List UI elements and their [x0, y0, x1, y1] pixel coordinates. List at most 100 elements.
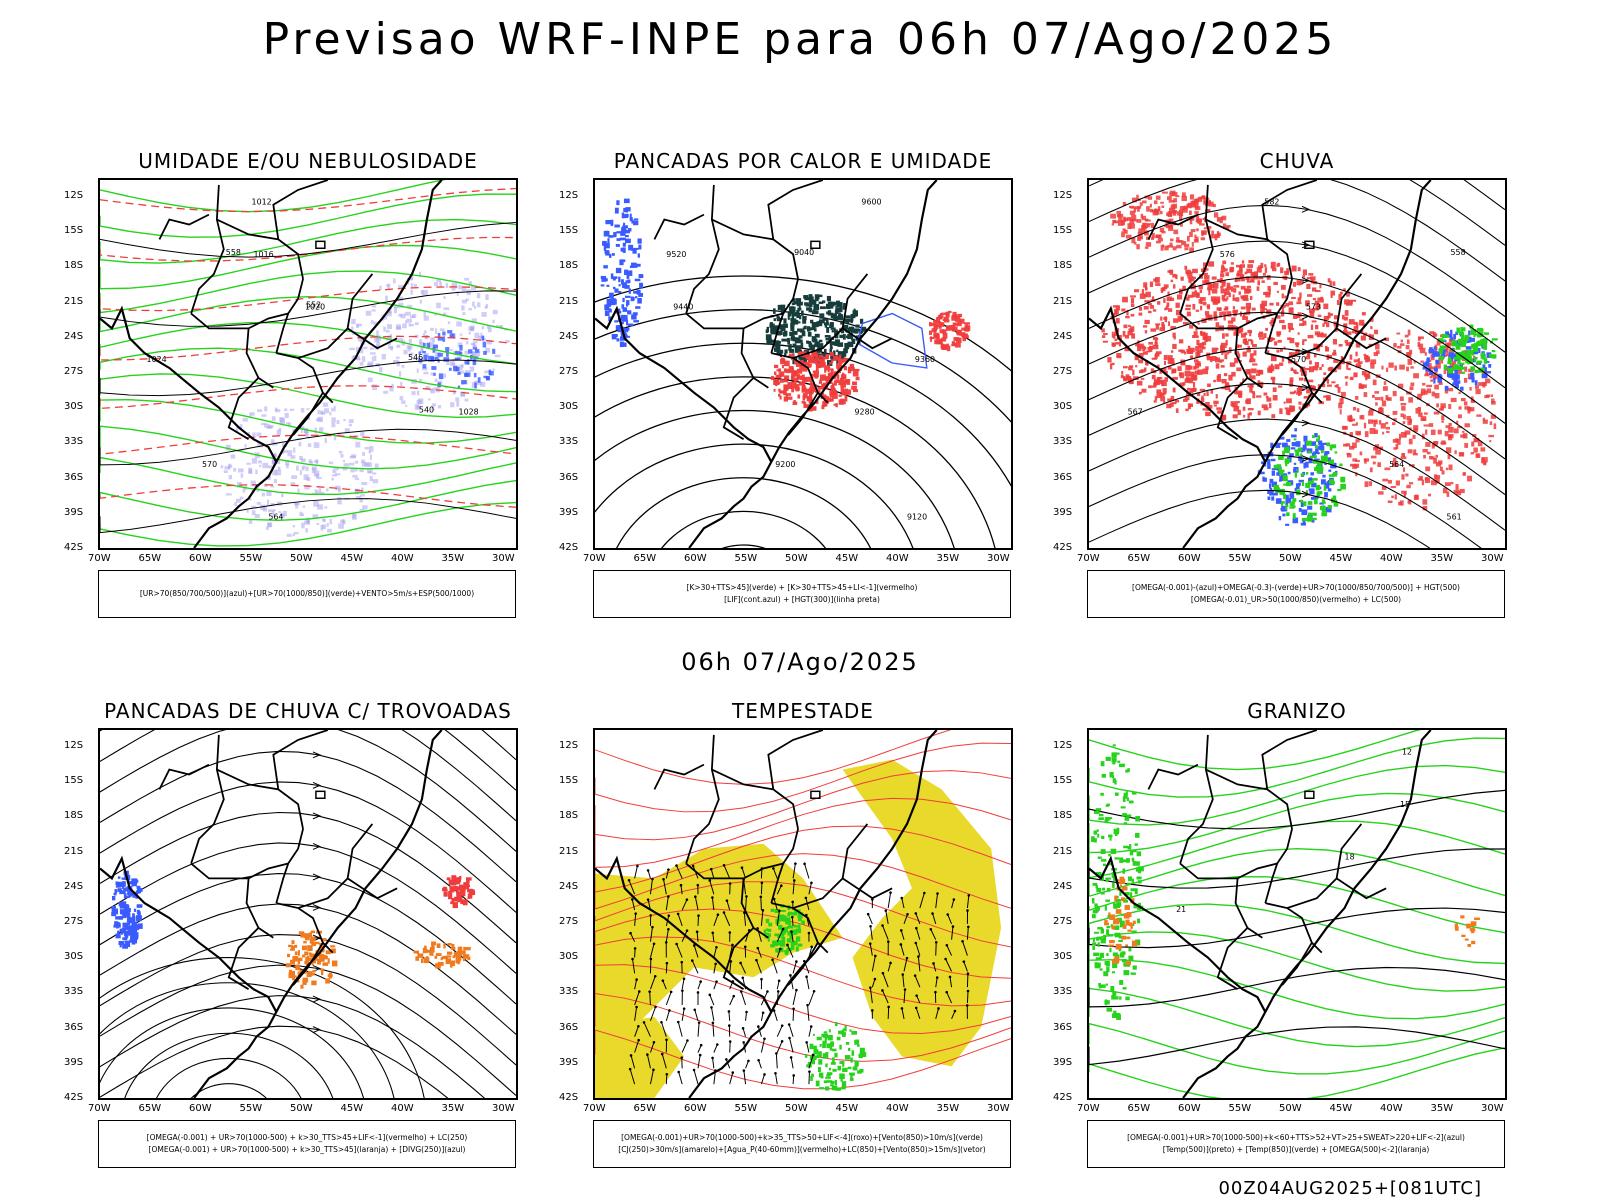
lat-tick-label: 33S: [64, 436, 84, 448]
map-canvas: 582 576 573 570 567 564 561 558: [1087, 178, 1507, 550]
lat-tick-label: 39S: [1053, 506, 1073, 518]
lat-tick-label: 36S: [1053, 1021, 1073, 1033]
lat-tick-label: 27S: [1053, 366, 1073, 377]
lat-tick-label: 27S: [559, 916, 579, 927]
lat-tick-label: 18S: [1053, 810, 1073, 822]
lon-tick-label: 55W: [1228, 1103, 1252, 1114]
map-canvas: 12 15 18 21: [1087, 728, 1507, 1100]
lon-tick-label: 70W: [583, 1103, 606, 1114]
legend-line: [OMEGA(-0.01)_UR>50(1000/850)(vermelho) …: [1190, 595, 1402, 604]
contour-label: 564: [268, 512, 283, 521]
lon-tick-label: 45W: [340, 1103, 364, 1114]
lon-tick-label: 60W: [189, 1103, 212, 1114]
contour-label: 15: [1400, 800, 1410, 809]
lat-tick-label: 33S: [559, 986, 579, 998]
lon-tick-label: 60W: [684, 1103, 707, 1114]
contour-label: 9520: [666, 250, 686, 259]
lat-tick-label: 18S: [64, 260, 84, 272]
legend-line: [OMEGA(-0.001) + UR>70(1000-500) + k>30_…: [146, 1133, 468, 1142]
legend-line: [LIF](cont.azul) + [HGT(300)](linha pret…: [724, 595, 880, 604]
map-graphics: [595, 730, 1011, 1098]
contour-label: 12: [1402, 748, 1412, 757]
contour-label: 558: [226, 248, 241, 257]
lon-tick-label: 40W: [886, 1103, 909, 1114]
contour-label: 18: [1345, 853, 1355, 862]
lat-tick-label: 30S: [64, 951, 84, 963]
lat-tick-label: 12S: [559, 190, 579, 201]
contour-label: 561: [1447, 512, 1462, 521]
legend-line: [OMEGA(-0.001)+UR>70(1000-500)+k>35_TTS>…: [621, 1133, 983, 1142]
lat-tick-label: 33S: [559, 436, 579, 448]
map-canvas: 1012 1016 1020 1024 1028 570 564 558 552 546 540: [98, 178, 518, 550]
lat-tick-label: 12S: [1053, 190, 1073, 201]
lat-tick-label: 24S: [559, 330, 579, 342]
lat-tick-label: 24S: [559, 880, 579, 892]
lon-tick-label: 45W: [340, 553, 364, 564]
lat-tick-label: 21S: [559, 295, 579, 307]
lon-tick-label: 30W: [1481, 1103, 1504, 1114]
lon-tick-label: 45W: [1329, 1103, 1353, 1114]
lat-tick-label: 36S: [1053, 471, 1073, 483]
lon-tick-label: 30W: [987, 553, 1010, 564]
map-canvas: [593, 728, 1013, 1100]
lon-tick-label: 45W: [835, 1103, 859, 1114]
panel-title: TEMPESTADE: [732, 699, 874, 723]
lon-tick-label: 65W: [633, 553, 657, 564]
lon-tick-label: 60W: [1178, 1103, 1201, 1114]
coastline: [100, 180, 443, 548]
mid-title: 06h 07/Ago/2025: [681, 648, 919, 676]
lon-tick-label: 70W: [1077, 553, 1100, 564]
lon-tick-label: 35W: [441, 1103, 465, 1114]
map-graphics: 9600 9520 9440 9360 9280 9200 9120 9040: [595, 180, 1011, 548]
panel-title: GRANIZO: [1247, 699, 1347, 723]
lon-tick-label: 35W: [1430, 553, 1454, 564]
lat-tick-label: 15S: [1053, 775, 1073, 787]
contour-label: 582: [1264, 198, 1279, 207]
lon-tick-label: 40W: [1380, 1103, 1403, 1114]
lon-tick-label: 50W: [785, 553, 808, 564]
panel-title: UMIDADE E/OU NEBULOSIDADE: [138, 149, 478, 173]
lat-tick-label: 12S: [1053, 740, 1073, 751]
legend-line: [OMEGA(-0.001)+UR>70(1000-500)+k<60+TTS>…: [1127, 1133, 1465, 1142]
coastline: [1089, 180, 1432, 548]
lat-tick-label: 36S: [64, 1021, 84, 1033]
lon-tick-label: 55W: [239, 1103, 263, 1114]
map-graphics: 582 576 573 570 567 564 561 558: [1089, 180, 1505, 548]
contour-label: 1028: [459, 407, 479, 416]
lon-tick-label: 50W: [1279, 553, 1302, 564]
lat-tick-label: 21S: [64, 295, 84, 307]
lat-tick-label: 33S: [64, 986, 84, 998]
legend-line: [OMEGA(-0.001)-(azul)+OMEGA(-0.3)-(verde…: [1132, 583, 1460, 592]
lat-tick-label: 42S: [559, 1092, 579, 1103]
contour-label: 9280: [855, 407, 875, 416]
lon-tick-label: 60W: [1178, 553, 1201, 564]
run-stamp: 00Z04AUG2025+[081UTC]: [1218, 1178, 1482, 1199]
lon-tick-label: 55W: [1228, 553, 1252, 564]
lat-tick-label: 33S: [1053, 986, 1073, 998]
lat-tick-label: 30S: [1053, 401, 1073, 413]
lat-tick-label: 39S: [64, 506, 84, 518]
panel-legend: [OMEGA(-0.001) + UR>70(1000-500) + k>30_…: [98, 1120, 516, 1168]
lat-tick-label: 30S: [64, 401, 84, 413]
contour-label: 9120: [907, 512, 927, 521]
lon-tick-label: 60W: [684, 553, 707, 564]
contour-label: 1016: [254, 250, 274, 259]
lat-tick-label: 42S: [64, 1092, 84, 1103]
lat-tick-label: 18S: [1053, 260, 1073, 272]
lat-tick-label: 27S: [64, 916, 84, 927]
contour-label: 576: [1220, 250, 1235, 259]
lat-tick-label: 15S: [1053, 225, 1073, 237]
lon-tick-label: 70W: [88, 553, 111, 564]
contour-label: 564: [1389, 460, 1404, 469]
lon-tick-label: 55W: [734, 553, 758, 564]
contour-label: 573: [1306, 303, 1321, 312]
lon-tick-label: 50W: [290, 1103, 313, 1114]
lat-tick-label: 42S: [1053, 542, 1073, 553]
lat-tick-label: 12S: [64, 190, 84, 201]
legend-line: [K>30+TTS>45](verde) + [K>30+TTS>45+LI<-…: [686, 583, 918, 592]
lat-tick-label: 21S: [1053, 845, 1073, 857]
contour-label: 540: [419, 405, 434, 414]
lon-tick-label: 65W: [138, 553, 162, 564]
lat-tick-label: 39S: [559, 506, 579, 518]
lat-tick-label: 36S: [64, 471, 84, 483]
